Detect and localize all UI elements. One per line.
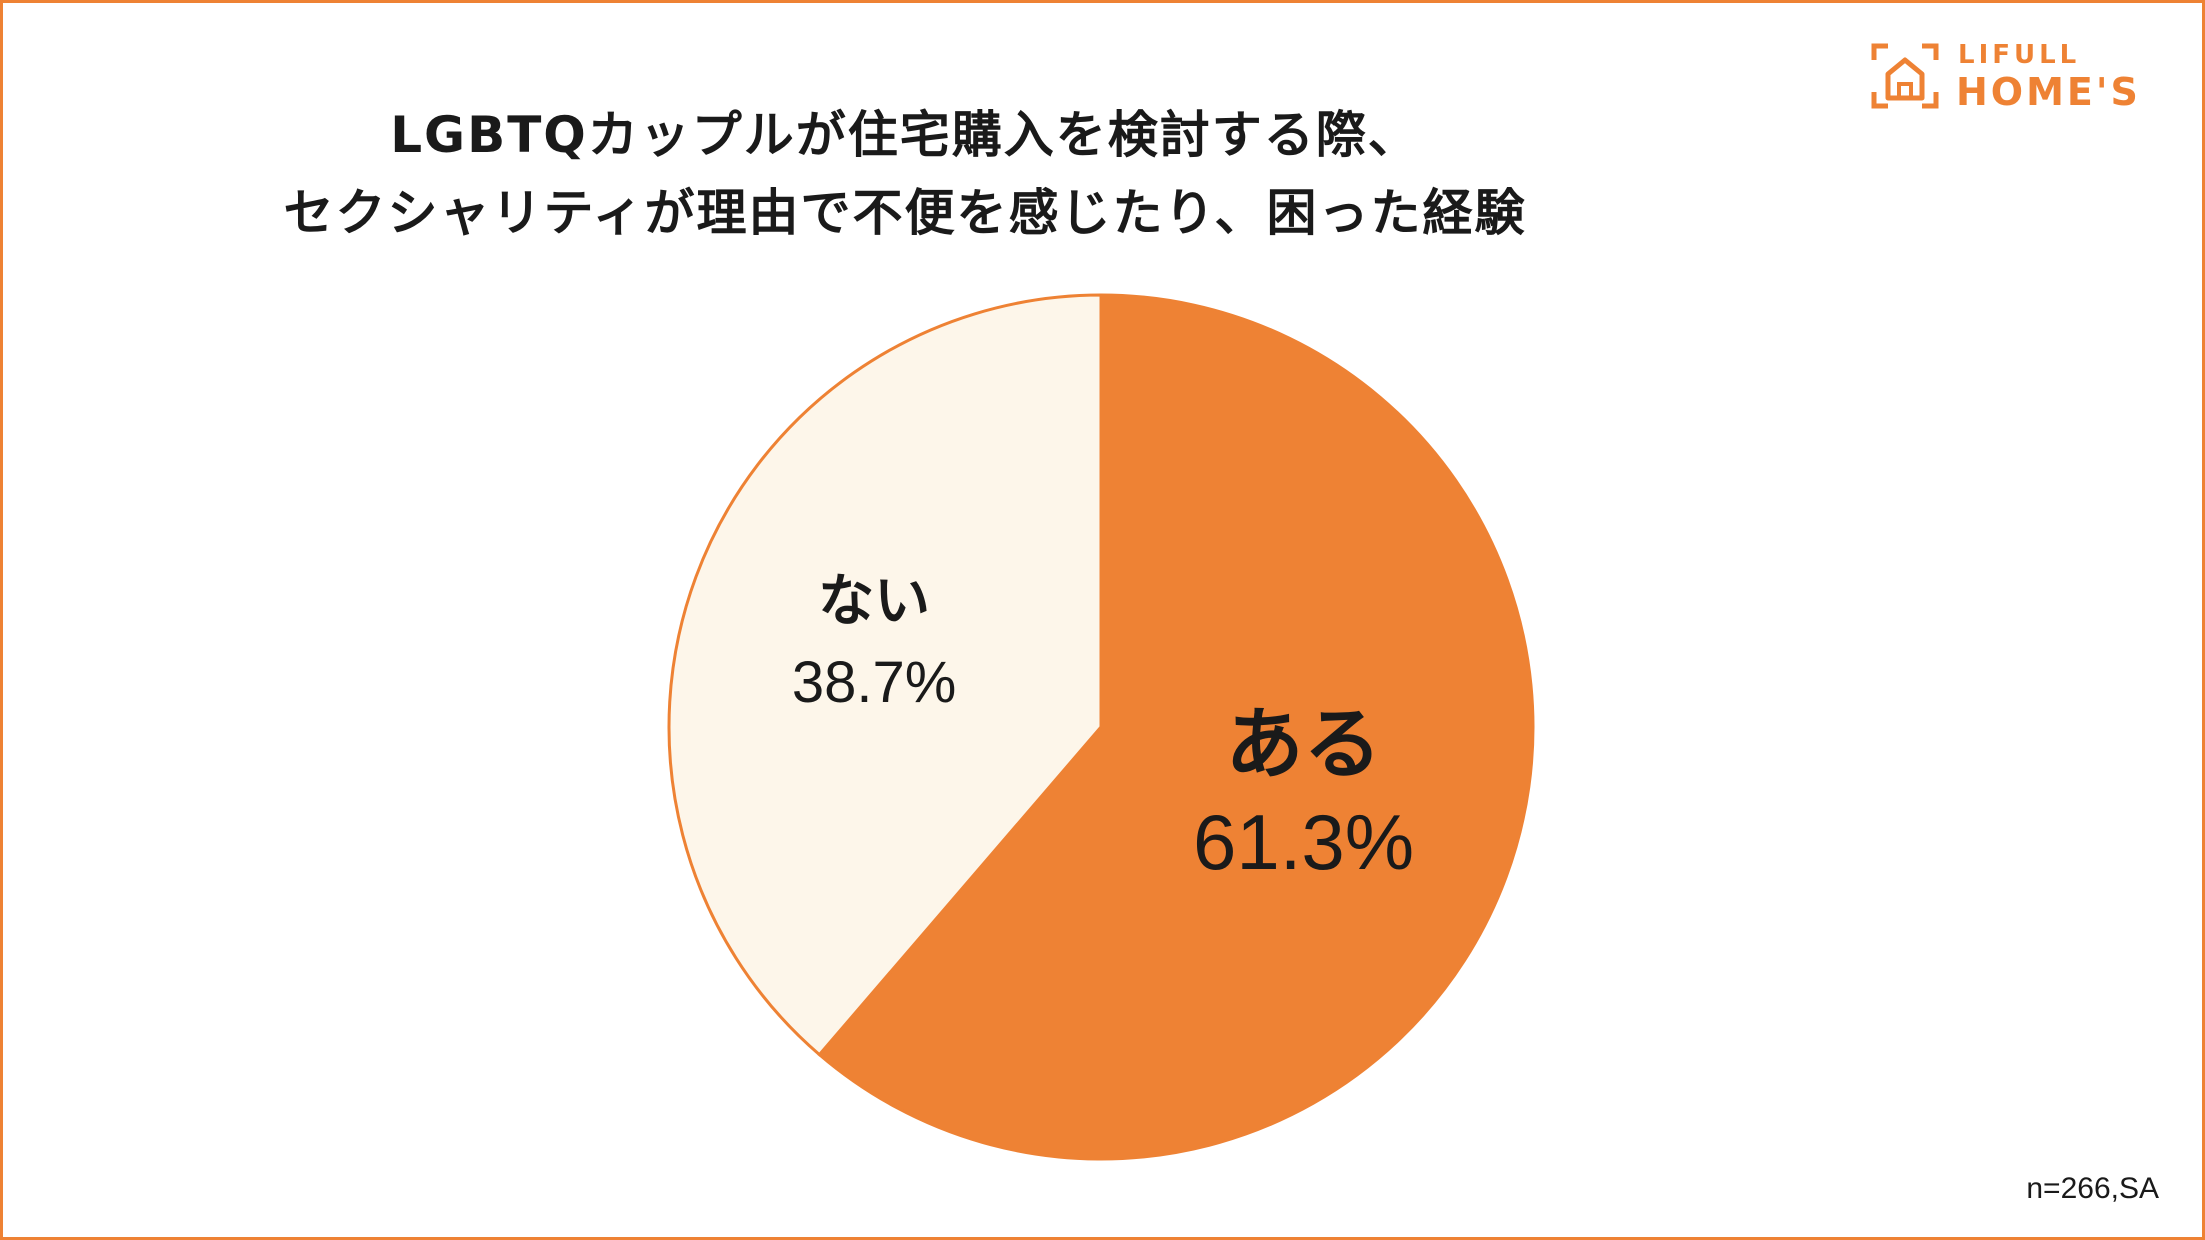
brand-logo: LIFULL HOME'S bbox=[1866, 40, 2166, 116]
chart-title: LGBTQカップルが住宅購入を検討する際、 セクシャリティが理由で不便を感じたり… bbox=[0, 96, 1810, 252]
house-logo-icon bbox=[1871, 43, 1939, 109]
slice-value-2: 38.7% bbox=[792, 650, 956, 715]
title-line-1: LGBTQカップルが住宅購入を検討する際、 bbox=[390, 106, 1420, 164]
logo-text-top: LIFULL bbox=[1958, 40, 2081, 70]
sample-note: n=266,SA bbox=[2026, 1172, 2159, 1205]
title-line-2: セクシャリティが理由で不便を感じたり、困った経験 bbox=[283, 184, 1527, 242]
slice-value-1: 61.3% bbox=[1193, 798, 1414, 886]
pie-slice-1 bbox=[817, 293, 1535, 1161]
logo-text-bottom: HOME'S bbox=[1956, 70, 2141, 114]
slice-label-2: ない bbox=[818, 569, 930, 634]
pie-slice-2 bbox=[667, 293, 1103, 1057]
slice-label-1: ある bbox=[1226, 700, 1382, 790]
